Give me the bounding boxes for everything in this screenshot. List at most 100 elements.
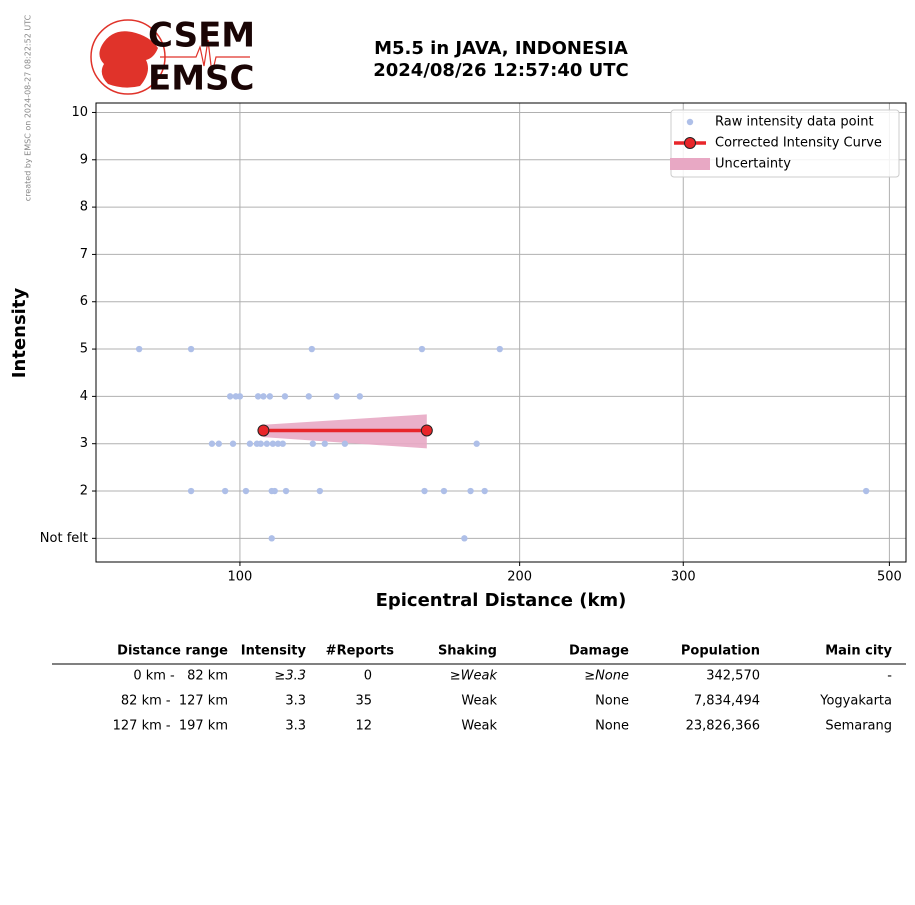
data-point — [308, 345, 316, 353]
data-point — [473, 440, 480, 447]
data-point — [271, 487, 278, 495]
table-cell: None — [595, 694, 629, 709]
x-tick-label: 200 — [507, 570, 532, 585]
data-point — [242, 487, 250, 495]
table-cell: ≥Weak — [450, 669, 498, 684]
data-point — [356, 393, 364, 400]
data-point — [282, 487, 290, 495]
data-point — [316, 487, 324, 495]
table-cell: 7,834,494 — [694, 694, 760, 709]
data-point — [421, 487, 428, 495]
data-point — [269, 440, 277, 447]
y-tick-label: 8 — [80, 200, 88, 215]
x-axis-label: Epicentral Distance (km) — [376, 590, 627, 611]
data-point — [226, 393, 234, 400]
data-point — [333, 393, 340, 400]
table-cell: 3.3 — [285, 694, 306, 709]
table-cell: 35 — [355, 694, 372, 709]
table-header: Damage — [569, 644, 629, 659]
plot-frame — [95, 102, 907, 563]
y-tick-label: 10 — [71, 105, 88, 120]
table-header: Intensity — [241, 644, 307, 659]
legend-box — [670, 109, 900, 178]
data-point — [309, 440, 317, 447]
data-point — [305, 393, 312, 400]
data-point — [281, 393, 289, 400]
y-tick-label: 5 — [80, 342, 88, 357]
data-point — [274, 440, 282, 447]
legend-marker — [684, 137, 696, 149]
y-tick-label: 7 — [80, 247, 88, 262]
logo-map — [99, 31, 158, 88]
table-header: Distance range — [117, 644, 228, 659]
table-cell: 342,570 — [706, 669, 760, 684]
data-point — [254, 393, 262, 400]
data-point — [418, 345, 426, 353]
logo: CSEM EMSC — [90, 16, 255, 99]
data-point — [862, 487, 870, 495]
data-point — [187, 345, 195, 353]
data-point — [467, 487, 474, 495]
x-tick-label: 500 — [877, 570, 902, 585]
table-cell: 82 km - 127 km — [121, 694, 228, 709]
data-point — [236, 393, 244, 400]
legend-label: Corrected Intensity Curve — [715, 136, 882, 151]
table-cell: 23,826,366 — [686, 719, 760, 734]
data-point — [135, 345, 143, 353]
data-point — [341, 440, 349, 447]
table-cell: Weak — [461, 694, 497, 709]
logo-text: CSEM — [148, 16, 255, 56]
table-cell: None — [595, 719, 629, 734]
data-point — [461, 535, 468, 542]
data-point — [321, 440, 328, 447]
table-header: Population — [681, 644, 760, 659]
y-axis-label: Intensity — [9, 288, 30, 379]
legend-marker — [686, 118, 694, 126]
data-point — [279, 440, 286, 447]
data-point — [215, 440, 223, 447]
y-tick-label: Not felt — [40, 531, 88, 546]
table-header: Shaking — [438, 644, 497, 659]
data-point — [268, 535, 275, 542]
table-cell: 0 km - 82 km — [133, 669, 228, 684]
legend-label: Uncertainty — [715, 157, 791, 172]
table-cell: 12 — [355, 719, 372, 734]
legend-label: Raw intensity data point — [715, 115, 874, 130]
table-cell: ≥3.3 — [274, 669, 306, 684]
chart-title: M5.5 in JAVA, INDONESIA — [374, 38, 628, 59]
data-point — [440, 487, 448, 495]
data-point — [481, 487, 488, 495]
table-cell: 3.3 — [285, 719, 306, 734]
logo-trace — [160, 39, 250, 75]
data-point — [187, 487, 195, 495]
data-point — [257, 440, 264, 447]
table-cell: Semarang — [825, 719, 892, 734]
table-header: Main city — [825, 644, 892, 659]
y-tick-label: 2 — [80, 484, 88, 499]
table-cell: - — [887, 669, 892, 684]
x-tick-label: 300 — [671, 570, 696, 585]
table-cell: ≥None — [584, 669, 629, 684]
table-cell: 0 — [364, 669, 372, 684]
table-cell: Yogyakarta — [819, 694, 892, 709]
data-point — [266, 393, 274, 400]
data-point — [260, 393, 267, 400]
legend-marker — [670, 158, 710, 170]
data-point — [229, 440, 237, 447]
table-header: #Reports — [326, 644, 395, 659]
curve-point — [420, 424, 433, 437]
x-tick-label: 100 — [228, 570, 253, 585]
data-point — [208, 440, 216, 447]
data-point — [221, 487, 229, 495]
chart-title: 2024/08/26 12:57:40 UTC — [373, 60, 629, 81]
data-point — [496, 345, 503, 353]
curve-point — [257, 424, 270, 437]
watermark: created by EMSC on 2024-08-27 08:22:52 U… — [24, 14, 33, 201]
y-tick-label: 6 — [80, 294, 88, 309]
y-tick-label: 4 — [80, 389, 88, 404]
logo-text: EMSC — [148, 59, 255, 99]
y-tick-label: 3 — [80, 436, 88, 451]
table-cell: 127 km - 197 km — [113, 719, 228, 734]
y-tick-label: 9 — [80, 152, 88, 167]
